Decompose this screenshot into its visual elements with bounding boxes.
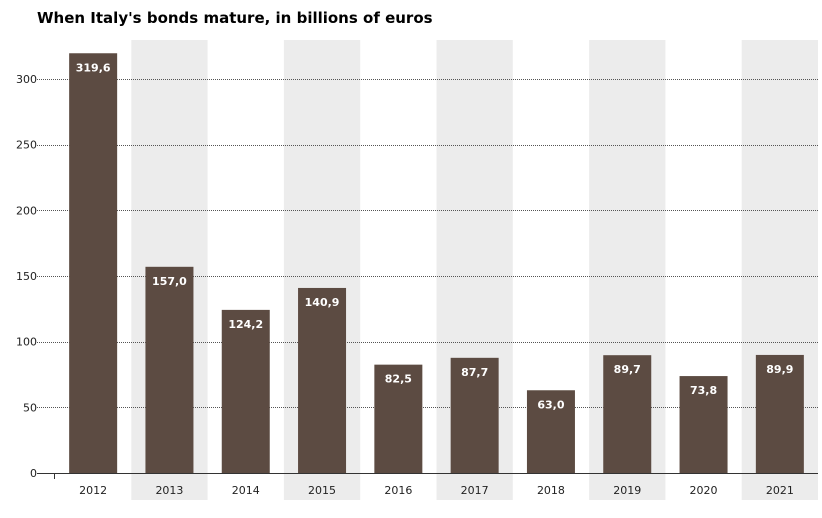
- x-axis-ticks: 2012 2013 2014 2015 2016 2017 2018 2019 2020 2021: [79, 484, 794, 497]
- bar: [145, 266, 194, 473]
- data-label: 89,7: [614, 363, 641, 376]
- bar: [603, 355, 652, 473]
- y-tick-label: 250: [16, 139, 37, 152]
- bar: [374, 364, 423, 473]
- y-tick-label: 50: [23, 401, 37, 414]
- x-tick-label: 2019: [613, 484, 641, 497]
- data-label: 157,0: [152, 275, 187, 288]
- data-label: 87,7: [461, 366, 488, 379]
- data-label: 73,8: [690, 384, 717, 397]
- bar: [221, 309, 270, 473]
- x-tick-label: 2012: [79, 484, 107, 497]
- y-tick-label: 100: [16, 336, 37, 349]
- x-tick-label: 2015: [308, 484, 336, 497]
- axes: [37, 473, 818, 479]
- x-tick-label: 2017: [461, 484, 489, 497]
- bar: [69, 53, 118, 473]
- data-label: 89,9: [766, 363, 793, 376]
- bar: [526, 390, 575, 473]
- data-label: 82,5: [385, 373, 412, 386]
- chart-title: When Italy's bonds mature, in billions o…: [37, 9, 433, 27]
- y-tick-label: 300: [16, 73, 37, 86]
- data-label: 124,2: [228, 318, 263, 331]
- bar: [450, 357, 499, 473]
- data-labels: 319,6 157,0 124,2 140,9 82,5 87,7 63,0 89,7 73,8…: [76, 61, 794, 411]
- data-label: 140,9: [305, 296, 340, 309]
- x-tick-label: 2018: [537, 484, 565, 497]
- bars: [69, 53, 804, 473]
- y-axis-ticks: 0 50 100 150 200 250 300: [16, 73, 37, 480]
- data-label: 319,6: [76, 61, 111, 74]
- x-tick-label: 2016: [384, 484, 412, 497]
- bar: [679, 376, 728, 473]
- x-tick-label: 2013: [155, 484, 183, 497]
- y-tick-label: 0: [30, 467, 37, 480]
- y-tick-label: 150: [16, 270, 37, 283]
- x-tick-label: 2020: [690, 484, 718, 497]
- bar: [298, 287, 347, 473]
- y-tick-label: 200: [16, 204, 37, 217]
- bar: [755, 354, 804, 473]
- data-label: 63,0: [537, 398, 564, 411]
- x-tick-label: 2014: [232, 484, 260, 497]
- x-tick-label: 2021: [766, 484, 794, 497]
